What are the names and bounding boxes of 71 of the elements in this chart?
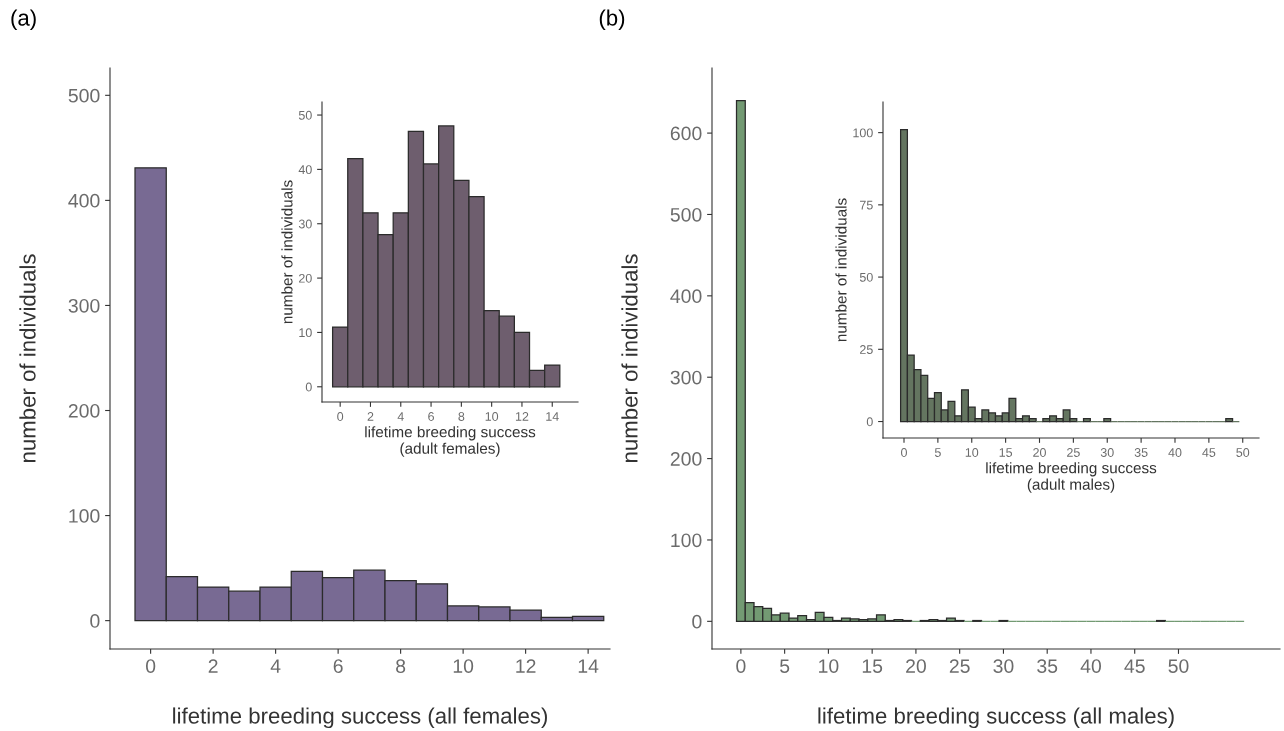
- x-axis-title: lifetime breeding success (all males): [818, 707, 1174, 729]
- x-tick-label: 10: [965, 448, 979, 457]
- x-tick-label: 2: [367, 412, 374, 421]
- x-tick-label: 25: [1067, 448, 1080, 457]
- y-axis-title: number of individuals: [621, 254, 638, 463]
- x-tick-label: 50: [1236, 448, 1250, 457]
- x-axis-title: lifetime breeding success (all females): [173, 707, 547, 729]
- x-tick-label: 0: [901, 448, 907, 457]
- x-tick-label: 5: [780, 659, 790, 673]
- y-tick-label: 20: [299, 273, 312, 283]
- x-tick-label: 30: [1100, 448, 1114, 457]
- y-tick-label: 400: [670, 289, 702, 304]
- x-tick-label: 35: [1134, 448, 1148, 457]
- x-tick-label: 5: [934, 448, 941, 457]
- x-tick-label: 25: [949, 659, 970, 673]
- x-tick-label: 50: [1168, 659, 1189, 673]
- x-tick-label: 45: [1124, 659, 1145, 673]
- y-tick-label: 75: [860, 200, 873, 210]
- y-tick-label: 100: [853, 128, 873, 138]
- x-tick-label: 12: [515, 412, 529, 421]
- x-tick-label: 20: [906, 659, 926, 673]
- x-tick-label: 0: [736, 659, 746, 673]
- x-tick-label: 0: [337, 412, 344, 421]
- x-tick-label: 35: [1037, 659, 1058, 673]
- y-tick-label: 50: [859, 272, 873, 282]
- x-tick-label: 12: [516, 659, 536, 673]
- y-tick-label: 100: [69, 509, 100, 523]
- x-axis-title: lifetime breeding success (adult females): [365, 426, 536, 457]
- y-tick-label: 30: [298, 219, 312, 229]
- x-tick-label: 20: [1033, 448, 1046, 457]
- y-tick-label: 0: [305, 382, 312, 392]
- x-tick-label: 0: [145, 659, 156, 673]
- x-tick-label: 4: [397, 412, 404, 421]
- x-tick-label: 15: [862, 659, 883, 673]
- x-tick-label: 6: [428, 412, 434, 421]
- x-tick-label: 2: [208, 659, 218, 673]
- y-tick-label: 500: [68, 88, 100, 103]
- y-tick-label: 40: [298, 165, 312, 175]
- x-tick-label: 10: [453, 659, 474, 673]
- x-tick-label: 14: [578, 659, 599, 673]
- x-tick-label: 45: [1202, 448, 1216, 457]
- x-tick-label: 10: [485, 412, 499, 421]
- chart-title: (a): [11, 9, 36, 31]
- y-tick-label: 10: [299, 328, 312, 338]
- y-tick-label: 400: [68, 193, 100, 208]
- y-tick-label: 100: [671, 533, 702, 548]
- y-tick-label: 0: [692, 614, 702, 629]
- y-axis-title: number of individuals: [835, 198, 847, 342]
- x-tick-label: 15: [999, 448, 1013, 457]
- y-tick-label: 600: [670, 126, 702, 141]
- y-tick-label: 300: [68, 298, 100, 313]
- x-tick-label: 8: [396, 659, 406, 673]
- x-tick-label: 40: [1168, 448, 1182, 457]
- y-axis-title: number of individuals: [281, 180, 293, 324]
- y-tick-label: 50: [298, 110, 312, 120]
- x-tick-label: 8: [458, 412, 465, 421]
- x-tick-label: 10: [819, 659, 839, 673]
- x-tick-label: 14: [546, 412, 559, 421]
- y-tick-label: 0: [90, 614, 100, 628]
- x-axis-title: lifetime breeding success (adult males): [986, 462, 1157, 493]
- x-tick-label: 6: [333, 659, 343, 673]
- y-tick-label: 25: [860, 345, 873, 354]
- chart-title: (b): [599, 9, 625, 31]
- y-tick-label: 200: [670, 452, 702, 466]
- y-tick-label: 300: [670, 370, 702, 385]
- x-tick-label: 40: [1080, 659, 1102, 673]
- x-tick-label: 30: [993, 659, 1014, 673]
- y-tick-label: 200: [68, 403, 100, 418]
- y-axis-title: number of individuals: [19, 254, 36, 463]
- x-tick-label: 4: [270, 659, 281, 673]
- y-tick-label: 500: [670, 207, 702, 222]
